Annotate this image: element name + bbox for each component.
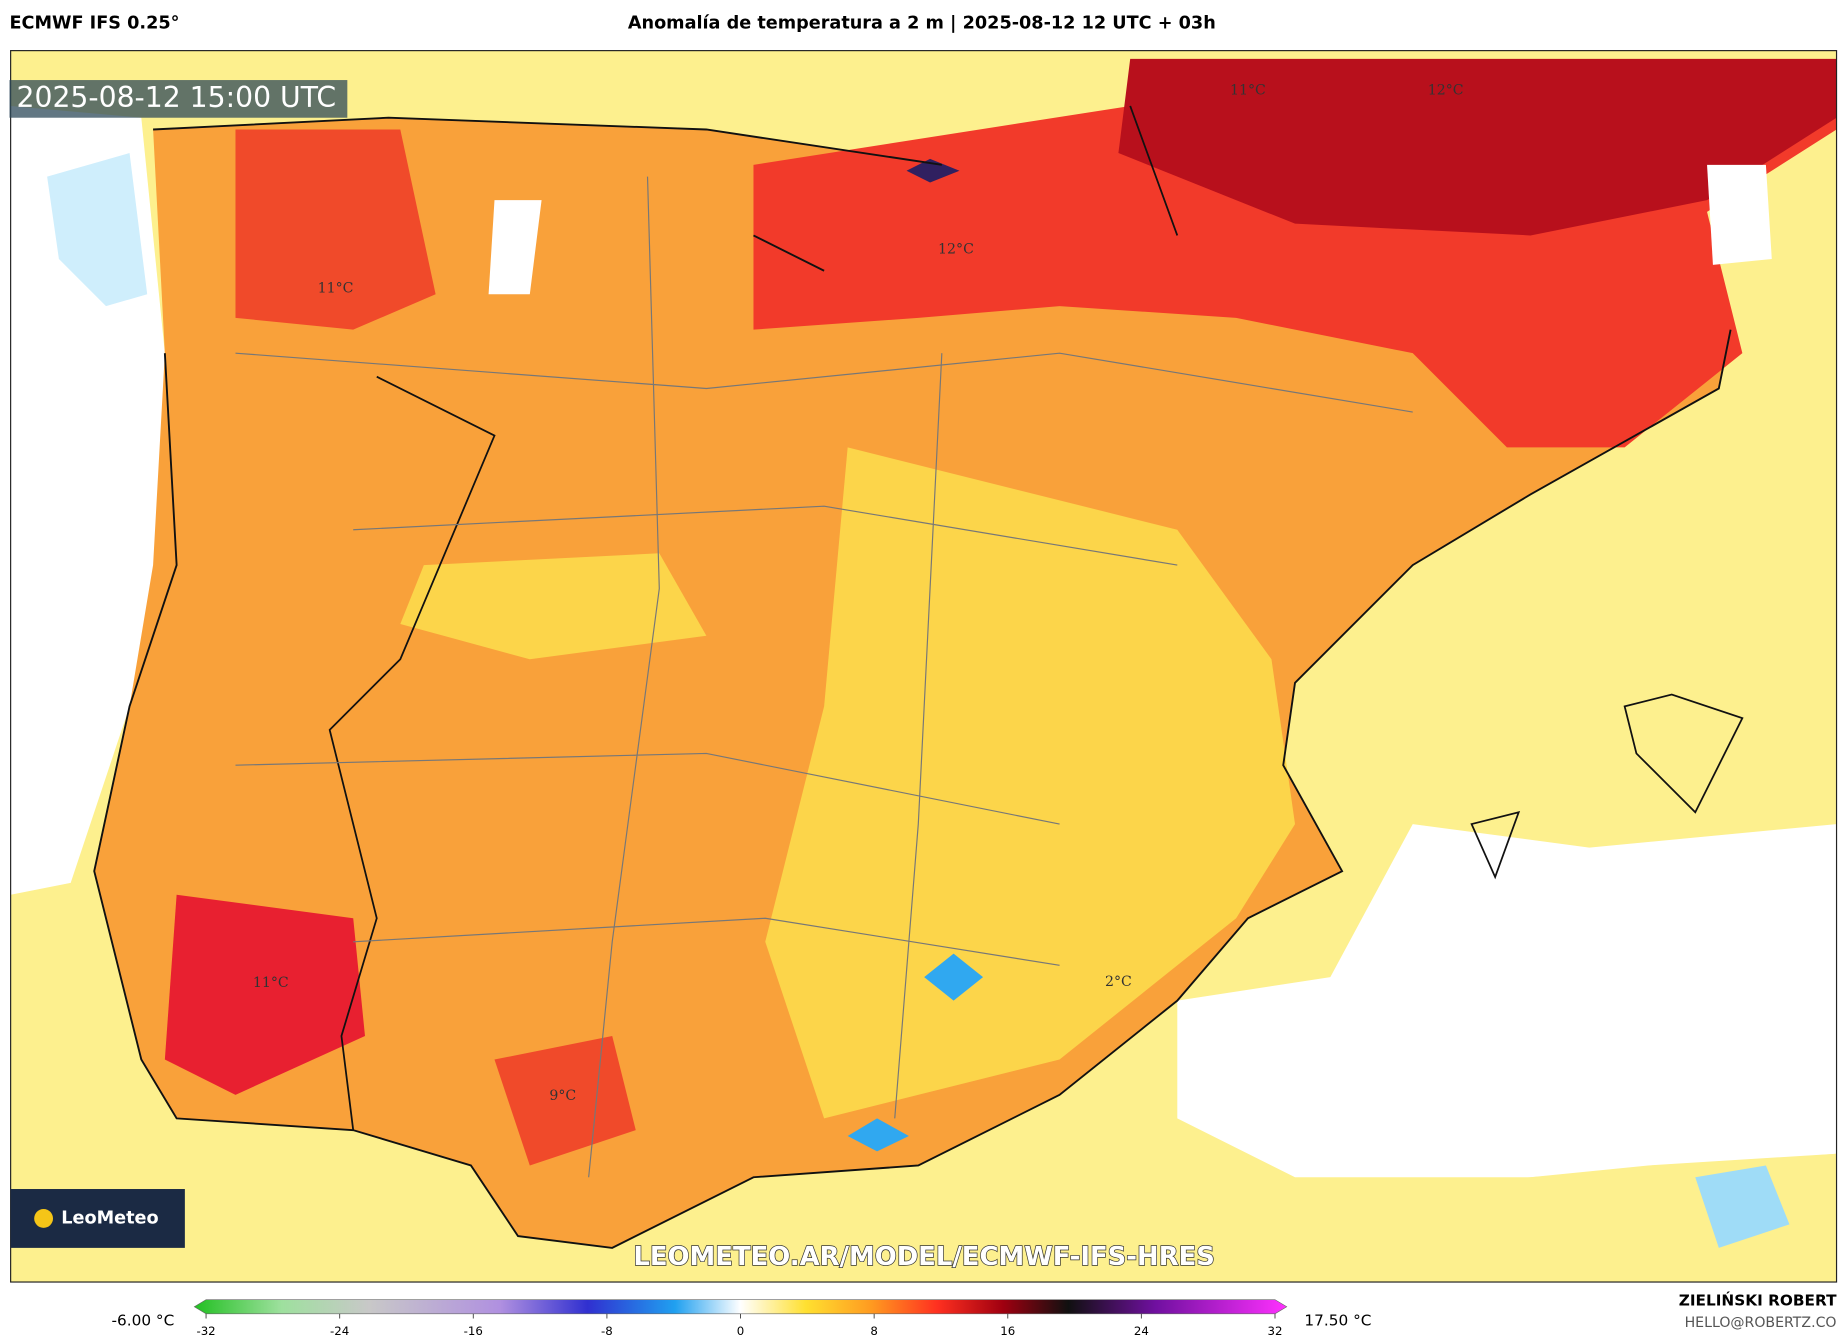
land-mild — [400, 553, 707, 660]
colorbar-tick-label: 16 — [1000, 1324, 1015, 1338]
map — [10, 50, 1837, 1283]
logo-sun — [34, 1209, 54, 1228]
map-title: Anomalía de temperatura a 2 m | 2025-08-… — [628, 14, 1216, 34]
colorbar-tick-label: -8 — [601, 1324, 613, 1338]
colorbar-max-label: 17.50 °C — [1304, 1311, 1371, 1329]
timestamp: 2025-08-12 15:00 UTC — [17, 81, 337, 114]
regional-borders — [235, 176, 1413, 1178]
map-frame — [10, 50, 1838, 1283]
south-hot — [494, 1035, 636, 1166]
anomaly-label: 12°C — [1428, 83, 1464, 99]
borders — [328, 105, 1744, 1131]
email: HELLO@ROBERTZ.CO — [1685, 1315, 1837, 1331]
sea-anomaly-zero — [1177, 824, 1837, 1178]
colorbar-tick-label: -32 — [196, 1324, 215, 1338]
cold-spot — [924, 953, 984, 1001]
coastline — [93, 116, 1732, 1249]
galicia-hot — [235, 129, 436, 330]
colorbar-tick-label: 0 — [737, 1324, 745, 1338]
timestamp-box — [9, 80, 348, 118]
cold-patch — [1695, 1165, 1790, 1248]
north-very-hot — [1118, 58, 1837, 236]
colorbar-min-label: -6.00 °C — [111, 1311, 174, 1329]
sea-anomaly-zero — [10, 105, 177, 895]
anomaly-label: 9°C — [549, 1088, 576, 1104]
colorbar-tick-label: -16 — [464, 1324, 483, 1338]
colorbar-tick-label: 32 — [1268, 1324, 1283, 1338]
extreme-spot — [906, 158, 960, 183]
anomaly-label: 11°C — [253, 975, 289, 991]
colorbar-tick-label: 24 — [1134, 1324, 1149, 1338]
anomaly-label: 11°C — [1230, 83, 1266, 99]
watermark: LEOMETEO.AR/MODEL/ECMWF-IFS-HRES — [633, 1242, 1215, 1272]
sea-neutral — [1707, 164, 1772, 265]
colorbar — [193, 1299, 1288, 1315]
land-mild — [765, 447, 1296, 1119]
author: ZIELIŃSKI ROBERT — [1679, 1290, 1837, 1309]
anomaly-label: 11°C — [318, 280, 354, 296]
anomaly-label: 12°C — [938, 242, 974, 258]
cold-spot — [847, 1118, 909, 1152]
colorbar-tick-label: -24 — [330, 1324, 349, 1338]
land-neutral — [488, 200, 542, 295]
africa-field — [1247, 1153, 1837, 1283]
logo-text: LeoMeteo — [61, 1208, 158, 1228]
model-name: ECMWF IFS 0.25° — [9, 14, 179, 34]
sea-cold — [47, 153, 148, 307]
anomaly-label: 2°C — [1105, 974, 1132, 990]
colorbar-tick-label: 8 — [870, 1324, 877, 1338]
southwest-hot — [164, 894, 365, 1095]
